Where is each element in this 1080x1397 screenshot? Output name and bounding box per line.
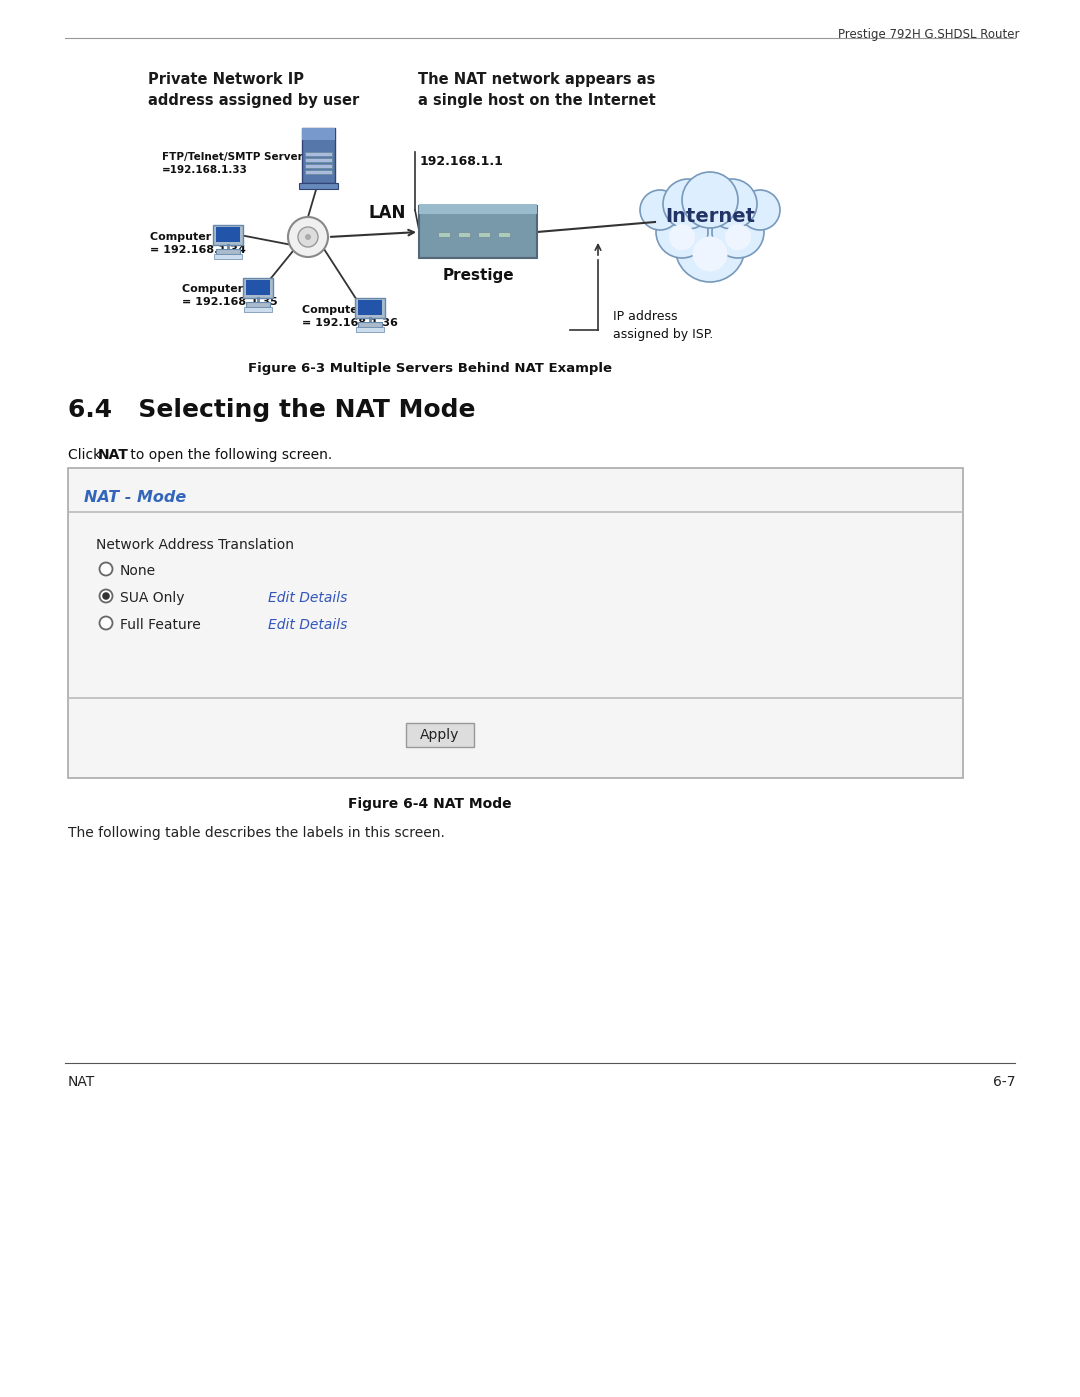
Text: Full Feature: Full Feature xyxy=(120,617,201,631)
FancyBboxPatch shape xyxy=(478,232,490,237)
Circle shape xyxy=(681,172,738,228)
Circle shape xyxy=(305,235,311,240)
Text: 6.4   Selecting the NAT Mode: 6.4 Selecting the NAT Mode xyxy=(68,398,475,422)
FancyBboxPatch shape xyxy=(357,300,382,314)
Text: Computer A
= 192.168.1.34: Computer A = 192.168.1.34 xyxy=(150,232,246,256)
Circle shape xyxy=(675,212,745,282)
FancyBboxPatch shape xyxy=(438,232,450,237)
Text: FTP/Telnet/SMTP Server
=192.168.1.33: FTP/Telnet/SMTP Server =192.168.1.33 xyxy=(162,152,302,175)
Text: Edit Details: Edit Details xyxy=(268,591,348,605)
Text: NAT: NAT xyxy=(68,1076,95,1090)
Text: Apply: Apply xyxy=(420,728,460,742)
FancyBboxPatch shape xyxy=(299,183,338,189)
FancyBboxPatch shape xyxy=(357,321,382,327)
FancyBboxPatch shape xyxy=(302,129,335,140)
Text: The following table describes the labels in this screen.: The following table describes the labels… xyxy=(68,826,445,840)
FancyBboxPatch shape xyxy=(356,327,384,332)
FancyBboxPatch shape xyxy=(419,205,537,258)
FancyBboxPatch shape xyxy=(302,129,335,183)
FancyBboxPatch shape xyxy=(406,724,474,747)
Circle shape xyxy=(656,205,708,258)
FancyBboxPatch shape xyxy=(305,152,332,156)
FancyBboxPatch shape xyxy=(216,226,240,242)
Text: SUA Only: SUA Only xyxy=(120,591,185,605)
Circle shape xyxy=(640,190,680,231)
Circle shape xyxy=(692,236,728,271)
Text: Figure 6-4 NAT Mode: Figure 6-4 NAT Mode xyxy=(348,798,512,812)
Circle shape xyxy=(725,224,751,250)
Circle shape xyxy=(99,616,112,630)
Circle shape xyxy=(707,179,757,229)
Circle shape xyxy=(669,224,696,250)
Text: None: None xyxy=(120,564,157,578)
Text: to open the following screen.: to open the following screen. xyxy=(126,448,333,462)
Text: The NAT network appears as
a single host on the Internet: The NAT network appears as a single host… xyxy=(418,73,656,108)
Circle shape xyxy=(663,179,713,229)
FancyBboxPatch shape xyxy=(419,204,537,214)
Text: 192.168.1.1: 192.168.1.1 xyxy=(420,155,504,168)
FancyBboxPatch shape xyxy=(305,163,332,168)
Circle shape xyxy=(288,217,328,257)
Circle shape xyxy=(103,592,110,599)
FancyBboxPatch shape xyxy=(244,307,272,312)
Text: Network Address Translation: Network Address Translation xyxy=(96,538,294,552)
Circle shape xyxy=(99,590,112,602)
Text: Prestige 792H G.SHDSL Router: Prestige 792H G.SHDSL Router xyxy=(838,28,1020,41)
Text: Click: Click xyxy=(68,448,106,462)
Text: Computer C
= 192.168.1.36: Computer C = 192.168.1.36 xyxy=(302,305,397,328)
FancyBboxPatch shape xyxy=(68,468,963,778)
FancyBboxPatch shape xyxy=(243,278,273,298)
Text: NAT - Mode: NAT - Mode xyxy=(84,490,186,504)
FancyBboxPatch shape xyxy=(498,232,510,237)
Text: Computer B
= 192.168.1.35: Computer B = 192.168.1.35 xyxy=(183,284,278,307)
Text: NAT: NAT xyxy=(98,448,129,462)
FancyBboxPatch shape xyxy=(355,298,384,319)
Circle shape xyxy=(298,226,318,247)
Text: IP address
assigned by ISP.: IP address assigned by ISP. xyxy=(613,310,713,341)
Circle shape xyxy=(99,563,112,576)
Text: Figure 6-3 Multiple Servers Behind NAT Example: Figure 6-3 Multiple Servers Behind NAT E… xyxy=(248,362,612,374)
FancyBboxPatch shape xyxy=(305,158,332,162)
FancyBboxPatch shape xyxy=(305,170,332,175)
Text: 6-7: 6-7 xyxy=(993,1076,1015,1090)
FancyBboxPatch shape xyxy=(246,302,270,307)
Text: Internet: Internet xyxy=(665,208,755,226)
Text: Edit Details: Edit Details xyxy=(268,617,348,631)
FancyBboxPatch shape xyxy=(213,225,243,244)
FancyBboxPatch shape xyxy=(246,279,270,295)
Text: Private Network IP
address assigned by user: Private Network IP address assigned by u… xyxy=(148,73,360,108)
FancyBboxPatch shape xyxy=(214,254,242,258)
Circle shape xyxy=(740,190,780,231)
FancyBboxPatch shape xyxy=(458,232,470,237)
Text: Prestige: Prestige xyxy=(442,268,514,284)
Circle shape xyxy=(712,205,764,258)
Text: LAN: LAN xyxy=(368,204,405,222)
FancyBboxPatch shape xyxy=(216,249,240,254)
